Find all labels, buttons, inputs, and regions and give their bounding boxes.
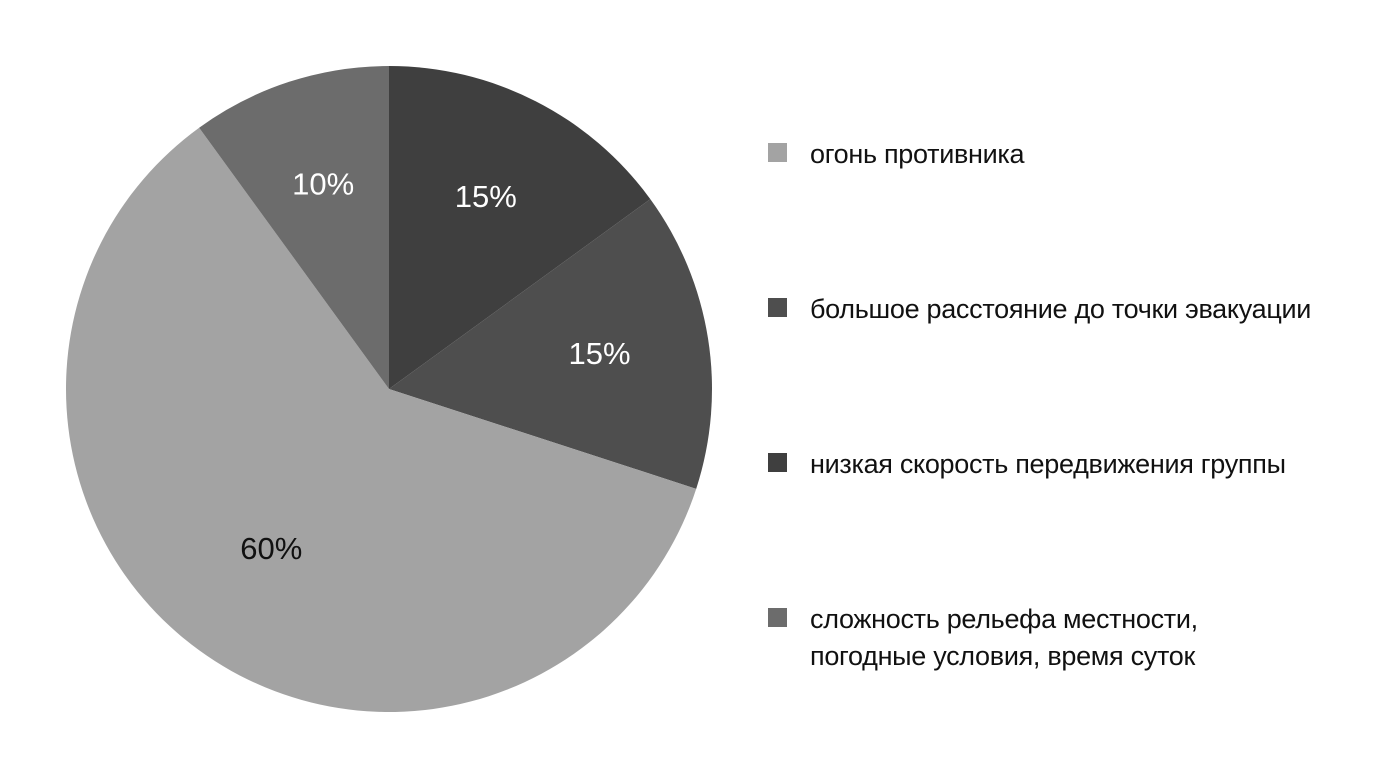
legend-label: большое расстояние до точки эвакуации — [810, 294, 1312, 324]
pie-slice — [66, 127, 697, 713]
legend-item-terrain-weather: сложность рельефа местности, погодные ус… — [768, 601, 1198, 675]
legend-item-evacuation-distance: большое расстояние до точки эвакуации — [768, 291, 1311, 328]
legend-label: сложность рельефа местности, погодные ус… — [810, 604, 1198, 671]
pie-slice-labels: 15% 15% 60% 10% — [240, 166, 630, 566]
legend-item-enemy-fire: огонь противника — [768, 136, 1025, 173]
legend-item-low-speed: низкая скорость передвижения группы — [768, 446, 1286, 483]
pie-slice-label: 15% — [455, 179, 517, 214]
pie-chart: 15% 15% 60% 10% — [66, 66, 712, 713]
pie-slice-label: 15% — [569, 336, 631, 371]
legend-label: низкая скорость передвижения группы — [810, 449, 1286, 479]
pie-slices — [66, 66, 712, 713]
legend-label: огонь противника — [810, 139, 1025, 169]
legend-swatch — [768, 143, 787, 162]
pie-slice-label: 60% — [240, 531, 302, 566]
legend-swatch — [768, 298, 787, 317]
pie-slice-label: 10% — [292, 166, 354, 201]
pie-slice — [199, 66, 389, 389]
pie-slice — [389, 66, 651, 389]
pie-slice — [389, 199, 712, 489]
legend-swatch — [768, 453, 787, 472]
legend-swatch — [768, 608, 787, 627]
legend: огонь противника большое расстояние до т… — [768, 0, 1368, 780]
